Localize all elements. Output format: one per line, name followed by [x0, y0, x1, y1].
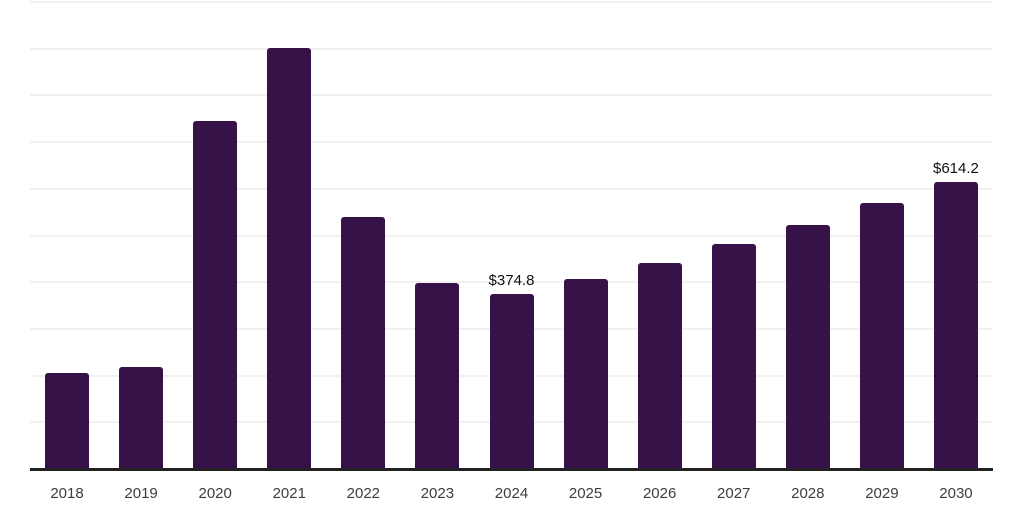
gridline — [30, 187, 993, 190]
x-axis-label-2028: 2028 — [791, 485, 825, 502]
bar-2021 — [267, 47, 312, 469]
bar-2020 — [193, 120, 238, 469]
bar-2028 — [785, 225, 830, 469]
bar-2023 — [415, 283, 460, 469]
bar-2027 — [711, 244, 756, 469]
x-axis-label-2025: 2025 — [568, 485, 603, 502]
x-axis-label-2022: 2022 — [346, 485, 381, 502]
bar-2019 — [119, 367, 164, 469]
bar-2026 — [637, 262, 682, 469]
x-axis-label-2029: 2029 — [865, 485, 899, 502]
bar-2022 — [341, 217, 386, 469]
bar-2024 — [489, 293, 534, 469]
x-axis-label-2030: 2030 — [939, 485, 973, 502]
gridline — [30, 1, 993, 3]
x-axis-label-2026: 2026 — [642, 485, 677, 502]
gridline — [30, 141, 993, 144]
x-axis-label-2024: 2024 — [494, 485, 529, 502]
bar-2029 — [859, 203, 904, 469]
bar-2018 — [45, 373, 90, 469]
gridline — [30, 234, 993, 237]
bar-2025 — [563, 279, 608, 469]
value-label-2024: $374.8 — [488, 271, 535, 289]
x-axis-label-2023: 2023 — [420, 485, 455, 502]
x-axis-label-2027: 2027 — [717, 485, 751, 502]
bar-2030 — [933, 182, 978, 469]
x-axis-label-2021: 2021 — [272, 485, 306, 502]
gridline — [30, 94, 993, 97]
gridline — [30, 47, 993, 50]
x-axis-line — [30, 468, 993, 471]
x-axis-label-2019: 2019 — [124, 485, 158, 502]
gridline — [30, 281, 993, 284]
x-axis-label-2020: 2020 — [198, 485, 232, 502]
value-label-2030: $614.2 — [933, 160, 979, 178]
x-axis-label-2018: 2018 — [50, 485, 84, 502]
